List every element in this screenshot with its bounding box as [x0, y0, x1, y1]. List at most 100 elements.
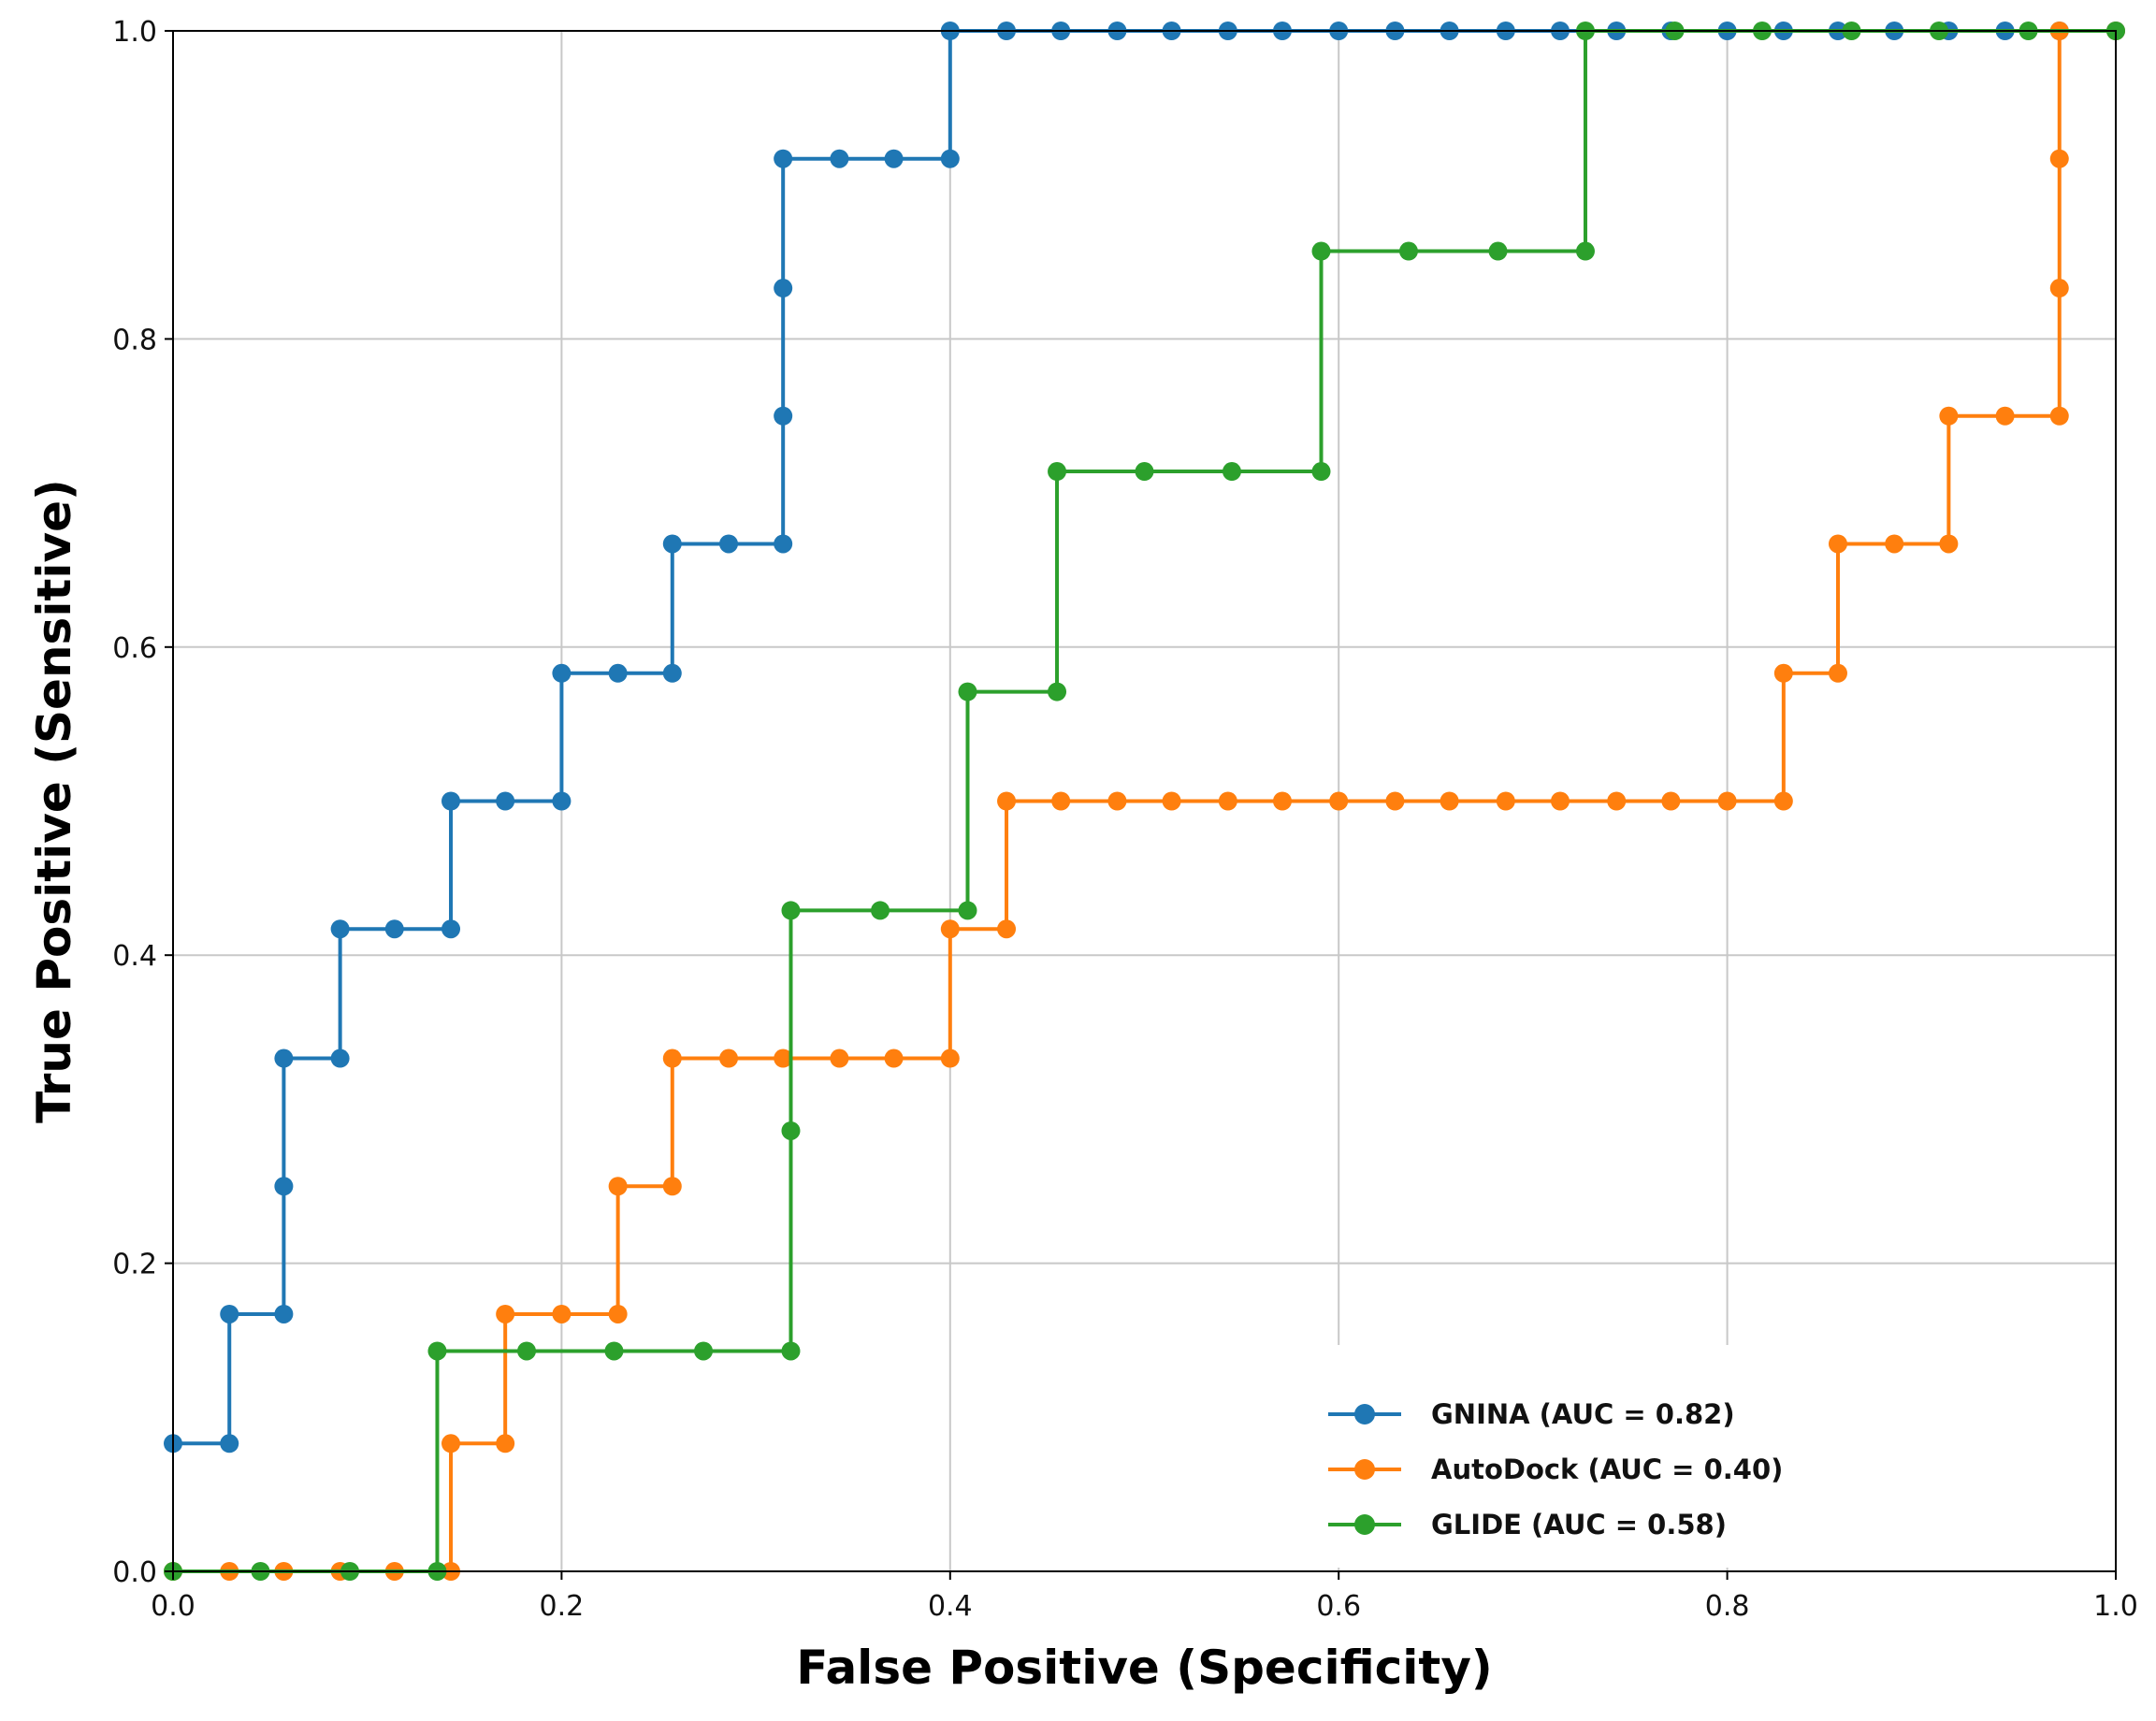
data-point: [1773, 791, 1793, 811]
y-tick-label: 1.0: [112, 16, 157, 49]
data-point: [441, 919, 461, 939]
data-point: [940, 919, 960, 939]
data-point: [774, 1049, 793, 1068]
data-point: [774, 279, 793, 298]
data-point: [552, 663, 572, 683]
data-point: [274, 1177, 294, 1196]
y-tick-label: 0.6: [112, 632, 157, 665]
data-point: [662, 1177, 682, 1196]
x-tick-label: 0.0: [151, 1590, 195, 1623]
data-point: [1272, 791, 1292, 811]
data-point: [2049, 406, 2069, 426]
data-point: [871, 901, 890, 920]
y-axis-title: True Positive (Sensitive): [27, 479, 81, 1123]
data-point: [1607, 791, 1627, 811]
data-point: [1773, 663, 1793, 683]
plot-frame: [172, 30, 2117, 1572]
data-point: [1828, 534, 1847, 554]
data-point: [781, 901, 801, 920]
data-point: [604, 1341, 624, 1361]
x-tick-label: 1.0: [2093, 1590, 2138, 1623]
data-point: [496, 791, 515, 811]
x-tick-label: 0.4: [928, 1590, 973, 1623]
data-point: [1385, 791, 1405, 811]
data-point: [1311, 462, 1331, 482]
y-tick-label: 0.2: [112, 1249, 157, 1281]
data-point: [830, 1049, 849, 1068]
y-tick-label: 0.8: [112, 324, 157, 356]
data-point: [997, 919, 1017, 939]
x-tick-label: 0.2: [540, 1590, 585, 1623]
y-tick-label: 0.4: [112, 940, 157, 973]
data-point: [1828, 663, 1847, 683]
data-point: [940, 149, 960, 168]
data-point: [694, 1341, 714, 1361]
data-point: [274, 1304, 294, 1323]
series-layer: [164, 22, 2125, 1581]
legend-label: GNINA (AUC = 0.82): [1431, 1398, 1735, 1430]
data-point: [781, 1121, 801, 1140]
data-point: [774, 406, 793, 426]
data-point: [1496, 791, 1515, 811]
data-point: [441, 1434, 461, 1453]
axis-ticks: 0.0 0.2 0.4 0.6 0.8 1.0 0.0 0.2 0.4 0.6 0.8 1.0: [112, 16, 2138, 1623]
data-point: [662, 1049, 682, 1068]
legend-label: GLIDE (AUC = 0.58): [1431, 1509, 1727, 1540]
legend-marker: [1354, 1404, 1375, 1425]
data-point: [774, 149, 793, 168]
data-point: [552, 1304, 572, 1323]
data-point: [1717, 791, 1737, 811]
data-point: [662, 663, 682, 683]
data-point: [1048, 682, 1067, 701]
data-point: [1048, 462, 1067, 482]
data-point: [496, 1304, 515, 1323]
data-point: [517, 1341, 537, 1361]
data-point: [1135, 462, 1154, 482]
data-point: [997, 791, 1017, 811]
data-point: [608, 663, 628, 683]
series-1: [164, 22, 2125, 1581]
data-point: [1939, 406, 1959, 426]
data-point: [1575, 241, 1595, 261]
data-point: [330, 919, 350, 939]
legend-item: GNINA (AUC = 0.82): [1328, 1398, 1735, 1430]
legend-marker: [1354, 1459, 1375, 1480]
data-point: [781, 1341, 801, 1361]
legend-label: AutoDock (AUC = 0.40): [1431, 1453, 1783, 1485]
data-point: [1661, 791, 1681, 811]
data-point: [2049, 279, 2069, 298]
data-point: [884, 1049, 904, 1068]
data-point: [1550, 791, 1570, 811]
data-point: [330, 1049, 350, 1068]
data-point: [830, 149, 849, 168]
data-point: [958, 901, 977, 920]
legend-item: AutoDock (AUC = 0.40): [1328, 1453, 1783, 1485]
data-point: [608, 1177, 628, 1196]
data-point: [496, 1434, 515, 1453]
data-point: [884, 149, 904, 168]
data-point: [552, 791, 572, 811]
data-point: [774, 534, 793, 554]
data-point: [2049, 149, 2069, 168]
data-point: [719, 1049, 739, 1068]
data-point: [1218, 791, 1237, 811]
data-point: [1107, 791, 1127, 811]
data-point: [427, 1341, 447, 1361]
legend: GNINA (AUC = 0.82) AutoDock (AUC = 0.40) G…: [1314, 1345, 2115, 1568]
data-point: [1051, 791, 1071, 811]
legend-item: GLIDE (AUC = 0.58): [1328, 1509, 1727, 1540]
data-point: [940, 1049, 960, 1068]
data-point: [1885, 534, 1904, 554]
data-point: [1311, 241, 1331, 261]
data-point: [662, 534, 682, 554]
data-point: [1440, 791, 1459, 811]
data-point: [1398, 241, 1418, 261]
data-point: [1488, 241, 1508, 261]
data-point: [384, 919, 404, 939]
data-point: [441, 791, 461, 811]
data-point: [220, 1434, 239, 1453]
data-point: [1939, 534, 1959, 554]
data-point: [608, 1304, 628, 1323]
legend-box: [1314, 1345, 2115, 1568]
